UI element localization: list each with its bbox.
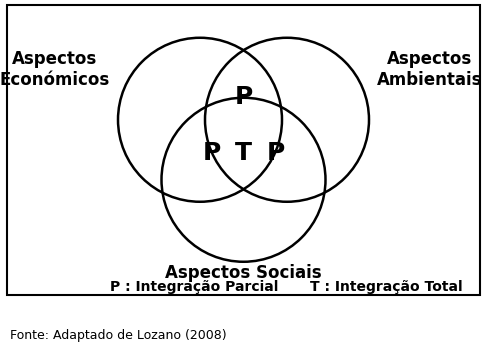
Text: T : Integração Total: T : Integração Total	[310, 280, 463, 294]
Text: Aspectos
Económicos: Aspectos Económicos	[0, 50, 110, 89]
Text: P: P	[234, 85, 253, 109]
Text: Aspectos
Ambientais: Aspectos Ambientais	[377, 50, 483, 89]
Text: T: T	[235, 141, 252, 165]
Text: P: P	[266, 141, 284, 165]
Text: Fonte: Adaptado de Lozano (2008): Fonte: Adaptado de Lozano (2008)	[10, 329, 226, 342]
Text: P: P	[203, 141, 221, 165]
Text: Aspectos Sociais: Aspectos Sociais	[165, 264, 322, 282]
Bar	[7, 5, 480, 295]
Text: P : Integração Parcial: P : Integração Parcial	[110, 280, 279, 294]
